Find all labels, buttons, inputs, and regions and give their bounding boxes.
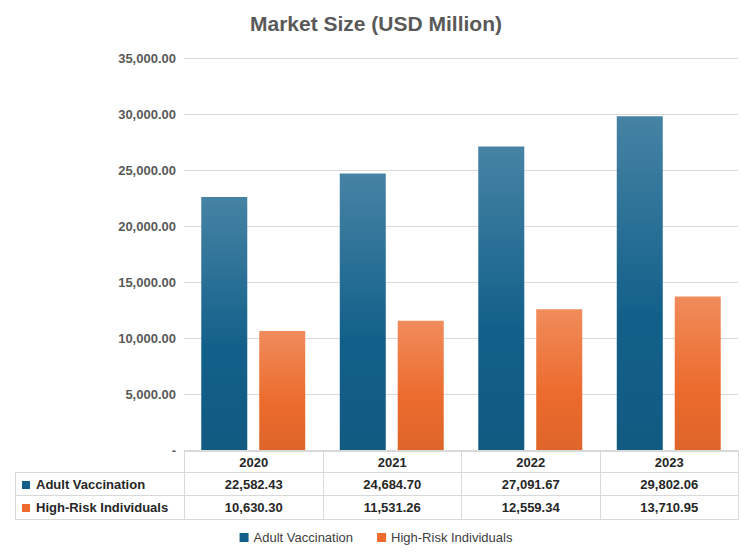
html-text:24,684.70: 24,684.70 xyxy=(363,476,422,492)
svg-text:High-Risk Individuals: High-Risk Individuals xyxy=(391,530,513,545)
svg-text:35,000.00: 35,000.00 xyxy=(118,51,176,66)
html-text:High-Risk Individuals: High-Risk Individuals xyxy=(36,500,169,515)
svg-text:-: - xyxy=(172,443,176,458)
html-text:12,559.34: 12,559.34 xyxy=(501,500,560,515)
svg-text:15,000.00: 15,000.00 xyxy=(118,275,176,290)
svg-text:Market Size (USD Million): Market Size (USD Million) xyxy=(250,12,502,35)
svg-text:Adult Vaccination: Adult Vaccination xyxy=(254,530,354,545)
html-text:10,630.30: 10,630.30 xyxy=(224,500,283,515)
html-text:27,091.67: 27,091.67 xyxy=(501,476,560,492)
html-text:2023: 2023 xyxy=(654,454,684,470)
html-text:2022: 2022 xyxy=(516,454,546,470)
html-text:29,802.06: 29,802.06 xyxy=(640,476,699,492)
svg-text:30,000.00: 30,000.00 xyxy=(118,107,176,122)
html-text:11,531.26: 11,531.26 xyxy=(363,500,421,515)
svg-text:20,000.00: 20,000.00 xyxy=(118,219,176,234)
svg-text:10,000.00: 10,000.00 xyxy=(118,331,176,346)
html-text:2021: 2021 xyxy=(377,454,407,470)
html-text:Adult Vaccination: Adult Vaccination xyxy=(36,476,146,492)
svg-text:25,000.00: 25,000.00 xyxy=(118,163,176,178)
html-text:22,582.43: 22,582.43 xyxy=(224,476,283,492)
html-text:13,710.95: 13,710.95 xyxy=(640,500,699,515)
svg-text:5,000.00: 5,000.00 xyxy=(125,387,176,402)
html-text:2020: 2020 xyxy=(239,454,269,470)
